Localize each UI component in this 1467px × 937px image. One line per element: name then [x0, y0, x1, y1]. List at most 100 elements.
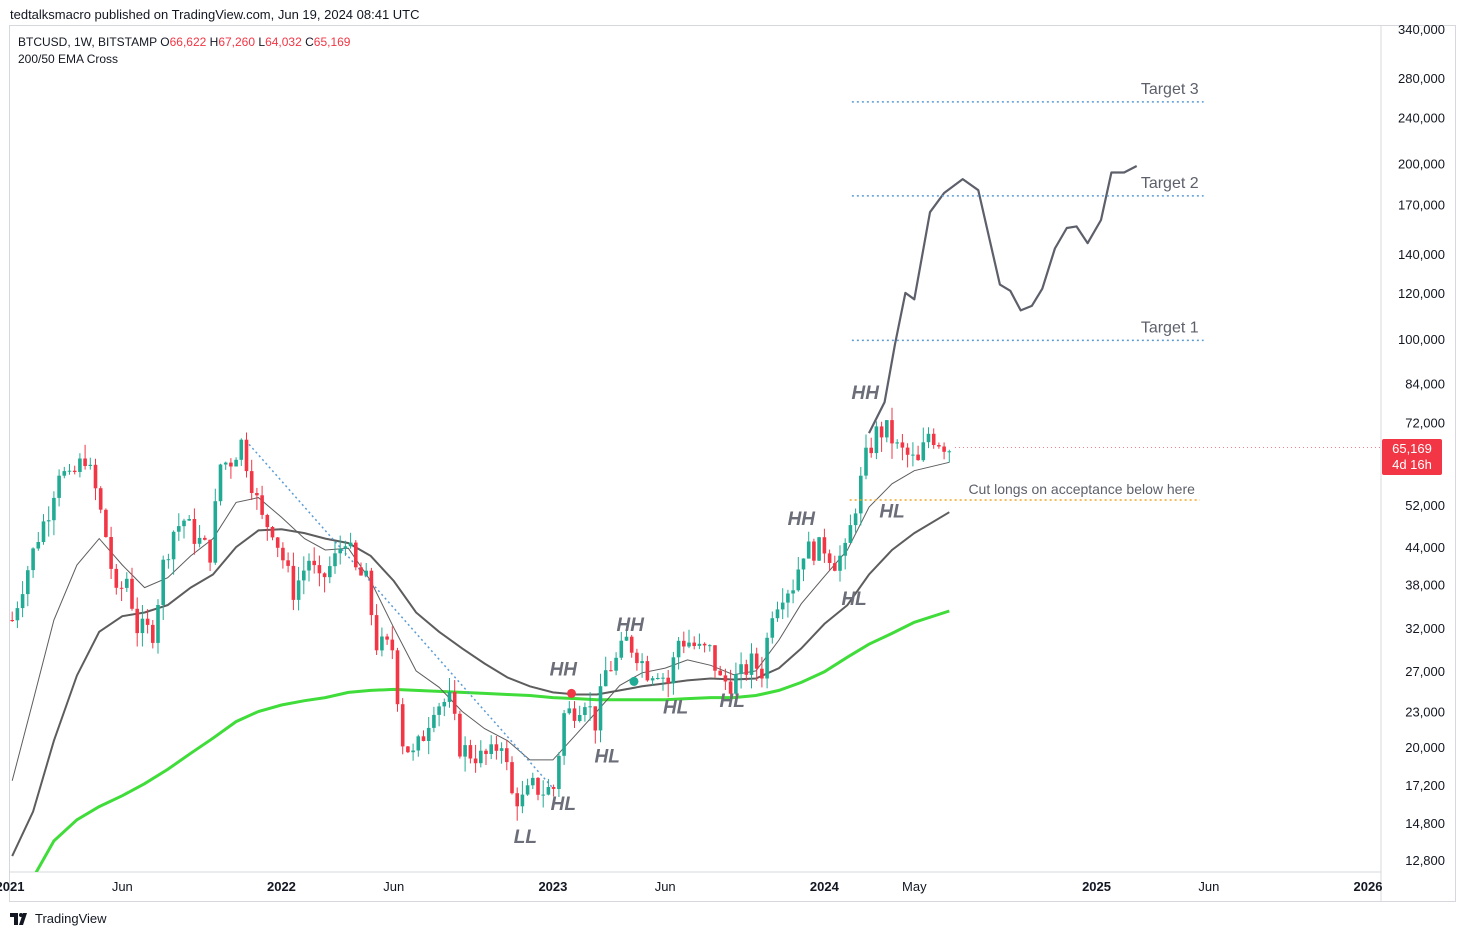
- candle-body[interactable]: [265, 515, 270, 528]
- candle-body[interactable]: [859, 475, 863, 514]
- candle-body[interactable]: [140, 618, 145, 634]
- candle-body[interactable]: [187, 519, 191, 521]
- candle-body[interactable]: [557, 755, 561, 789]
- candle-body[interactable]: [452, 692, 457, 714]
- candle-body[interactable]: [895, 442, 899, 444]
- candle-body[interactable]: [468, 745, 473, 759]
- candle-body[interactable]: [46, 520, 51, 522]
- candle-body[interactable]: [400, 704, 405, 747]
- candle-body[interactable]: [775, 609, 780, 619]
- candle-body[interactable]: [900, 442, 905, 448]
- candle-body[interactable]: [348, 542, 353, 547]
- candle-body[interactable]: [369, 570, 374, 616]
- candle-body[interactable]: [41, 521, 46, 542]
- candle-body[interactable]: [713, 645, 717, 671]
- candle-body[interactable]: [473, 758, 478, 764]
- candle-body[interactable]: [255, 493, 259, 496]
- candle-body[interactable]: [796, 569, 801, 591]
- candle-body[interactable]: [572, 708, 577, 721]
- candle-body[interactable]: [827, 553, 832, 563]
- candle-body[interactable]: [151, 624, 155, 643]
- candle-body[interactable]: [145, 618, 150, 625]
- candle-body[interactable]: [390, 639, 395, 651]
- candle-body[interactable]: [593, 706, 598, 731]
- candle-body[interactable]: [109, 537, 113, 569]
- candle-body[interactable]: [947, 451, 952, 453]
- candle-body[interactable]: [911, 454, 915, 456]
- candle-body[interactable]: [520, 794, 525, 807]
- candle-body[interactable]: [223, 462, 228, 465]
- candle-body[interactable]: [20, 594, 25, 609]
- candle-body[interactable]: [942, 446, 946, 452]
- candle-body[interactable]: [88, 464, 93, 466]
- candle-body[interactable]: [364, 570, 368, 576]
- candle-body[interactable]: [426, 727, 431, 741]
- candle-body[interactable]: [739, 664, 743, 674]
- candle-body[interactable]: [838, 555, 842, 571]
- candle-body[interactable]: [874, 426, 879, 454]
- candle-body[interactable]: [765, 637, 769, 679]
- candle-body[interactable]: [609, 670, 613, 672]
- candle-body[interactable]: [192, 519, 197, 544]
- candle-body[interactable]: [463, 745, 467, 757]
- candle-body[interactable]: [822, 537, 827, 554]
- candle-body[interactable]: [281, 547, 285, 561]
- candle-body[interactable]: [931, 433, 936, 445]
- candle-body[interactable]: [937, 445, 941, 447]
- candle-body[interactable]: [432, 714, 436, 728]
- candle-body[interactable]: [234, 459, 238, 467]
- candle-body[interactable]: [354, 542, 358, 568]
- candle-body[interactable]: [791, 590, 795, 594]
- candle-body[interactable]: [114, 568, 119, 588]
- candle-body[interactable]: [98, 488, 103, 510]
- candle-body[interactable]: [125, 578, 129, 588]
- candle-body[interactable]: [208, 539, 212, 563]
- candle-body[interactable]: [921, 442, 926, 461]
- candle-body[interactable]: [57, 475, 61, 498]
- candle-body[interactable]: [536, 777, 540, 795]
- candle-body[interactable]: [843, 542, 847, 556]
- candle-body[interactable]: [307, 560, 311, 571]
- candle-body[interactable]: [317, 565, 322, 574]
- candle-body[interactable]: [869, 447, 873, 454]
- candle-body[interactable]: [312, 560, 316, 566]
- candle-body[interactable]: [551, 787, 556, 789]
- candle-body[interactable]: [286, 560, 290, 566]
- candle-body[interactable]: [161, 559, 165, 605]
- candle-body[interactable]: [78, 458, 82, 473]
- candle-body[interactable]: [31, 548, 35, 571]
- candle-body[interactable]: [203, 537, 207, 540]
- candle-body[interactable]: [728, 681, 733, 694]
- candle-body[interactable]: [260, 495, 264, 515]
- candle-body[interactable]: [26, 570, 30, 595]
- candle-body[interactable]: [36, 542, 41, 549]
- candle-body[interactable]: [885, 420, 889, 438]
- candle-body[interactable]: [291, 565, 296, 600]
- candle-body[interactable]: [442, 702, 447, 707]
- candle-body[interactable]: [104, 509, 108, 537]
- candle-body[interactable]: [359, 567, 363, 576]
- candle-body[interactable]: [702, 643, 707, 646]
- candle-body[interactable]: [812, 541, 816, 561]
- candle-body[interactable]: [656, 678, 660, 679]
- candle-body[interactable]: [926, 433, 931, 443]
- candle-body[interactable]: [505, 748, 509, 763]
- candle-body[interactable]: [322, 573, 327, 578]
- candle-body[interactable]: [416, 736, 421, 751]
- candle-body[interactable]: [447, 692, 452, 702]
- candle-body[interactable]: [270, 527, 275, 538]
- candle-body[interactable]: [567, 708, 572, 714]
- candle-body[interactable]: [197, 537, 202, 544]
- candle-body[interactable]: [385, 636, 389, 640]
- candle-body[interactable]: [614, 657, 618, 671]
- candle-body[interactable]: [760, 668, 764, 679]
- candle-body[interactable]: [421, 736, 426, 741]
- candle-body[interactable]: [817, 537, 821, 561]
- candle-body[interactable]: [343, 546, 348, 549]
- candle-body[interactable]: [708, 645, 712, 647]
- candle-body[interactable]: [406, 746, 410, 753]
- candle-body[interactable]: [541, 794, 545, 796]
- candle-body[interactable]: [62, 471, 67, 476]
- candle-body[interactable]: [437, 706, 441, 715]
- candle-body[interactable]: [640, 661, 644, 664]
